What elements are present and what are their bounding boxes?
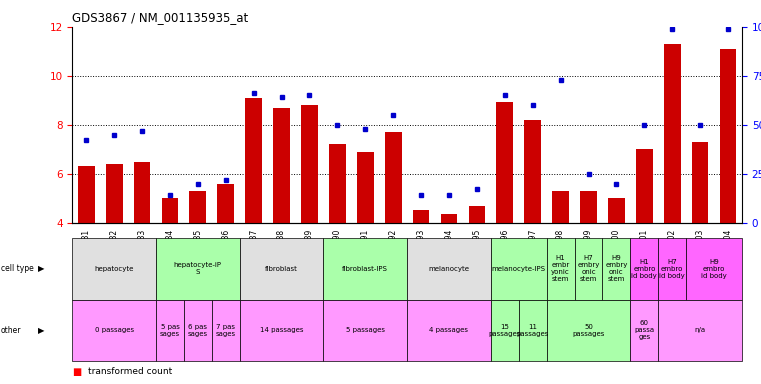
Bar xyxy=(357,152,374,223)
Text: 0 passages: 0 passages xyxy=(94,327,134,333)
Bar xyxy=(385,132,402,223)
Text: H1
embr
yonic
stem: H1 embr yonic stem xyxy=(551,255,570,282)
Bar xyxy=(218,184,234,223)
Bar xyxy=(469,205,486,223)
Text: 5 pas
sages: 5 pas sages xyxy=(160,324,180,337)
Text: transformed count: transformed count xyxy=(88,367,172,376)
Bar xyxy=(189,191,206,223)
Text: 5 passages: 5 passages xyxy=(345,327,385,333)
Text: 11
passages: 11 passages xyxy=(517,324,549,337)
Text: H1
embro
id body: H1 embro id body xyxy=(632,259,658,279)
Text: 50
passages: 50 passages xyxy=(572,324,605,337)
Text: 60
passa
ges: 60 passa ges xyxy=(634,320,654,340)
Bar xyxy=(441,214,457,223)
Text: H9
embro
id body: H9 embro id body xyxy=(701,259,727,279)
Text: cell type: cell type xyxy=(1,264,33,273)
Bar xyxy=(329,144,345,223)
Text: fibroblast: fibroblast xyxy=(265,266,298,272)
Text: H9
embry
onic
stem: H9 embry onic stem xyxy=(605,255,628,282)
Bar xyxy=(720,49,737,223)
Bar xyxy=(552,191,569,223)
Text: other: other xyxy=(1,326,21,335)
Text: hepatocyte-iP
S: hepatocyte-iP S xyxy=(174,262,222,275)
Bar xyxy=(245,98,262,223)
Bar xyxy=(78,166,94,223)
Text: H7
embry
onic
stem: H7 embry onic stem xyxy=(578,255,600,282)
Text: fibroblast-IPS: fibroblast-IPS xyxy=(342,266,388,272)
Text: 7 pas
sages: 7 pas sages xyxy=(215,324,236,337)
Bar xyxy=(636,149,653,223)
Text: n/a: n/a xyxy=(695,327,705,333)
Text: ▶: ▶ xyxy=(38,264,45,273)
Bar xyxy=(273,108,290,223)
Text: 14 passages: 14 passages xyxy=(260,327,304,333)
Text: 15
passages: 15 passages xyxy=(489,324,521,337)
Text: 4 passages: 4 passages xyxy=(429,327,469,333)
Bar xyxy=(134,162,151,223)
Bar xyxy=(161,198,178,223)
Text: ■: ■ xyxy=(72,367,81,377)
Bar xyxy=(524,120,541,223)
Text: hepatocyte: hepatocyte xyxy=(94,266,134,272)
Text: GDS3867 / NM_001135935_at: GDS3867 / NM_001135935_at xyxy=(72,12,249,25)
Bar xyxy=(496,101,513,223)
Bar xyxy=(412,210,429,223)
Bar xyxy=(580,191,597,223)
Text: ▶: ▶ xyxy=(38,326,45,335)
Text: H7
embro
id body: H7 embro id body xyxy=(659,259,685,279)
Text: melanocyte: melanocyte xyxy=(428,266,470,272)
Bar xyxy=(106,164,123,223)
Bar xyxy=(692,142,708,223)
Text: 6 pas
sages: 6 pas sages xyxy=(188,324,208,337)
Bar xyxy=(664,44,680,223)
Bar xyxy=(301,105,318,223)
Text: melanocyte-IPS: melanocyte-IPS xyxy=(492,266,546,272)
Bar xyxy=(608,198,625,223)
